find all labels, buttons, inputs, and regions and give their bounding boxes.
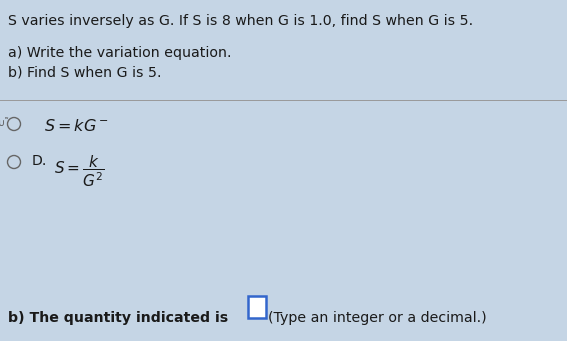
Text: (Type an integer or a decimal.): (Type an integer or a decimal.) [268,311,486,325]
Text: ∪˜: ∪˜ [0,118,10,128]
Text: b) The quantity indicated is: b) The quantity indicated is [8,311,228,325]
FancyBboxPatch shape [248,296,266,318]
Text: D.: D. [32,154,48,168]
Text: S varies inversely as G. If S is 8 when G is 1.0, find S when G is 5.: S varies inversely as G. If S is 8 when … [8,14,473,28]
Text: $S=\dfrac{k}{G^2}$: $S=\dfrac{k}{G^2}$ [54,154,105,190]
Text: a) Write the variation equation.: a) Write the variation equation. [8,46,231,60]
Text: b) Find S when G is 5.: b) Find S when G is 5. [8,65,162,79]
Text: $S=kG^-$: $S=kG^-$ [44,118,109,134]
